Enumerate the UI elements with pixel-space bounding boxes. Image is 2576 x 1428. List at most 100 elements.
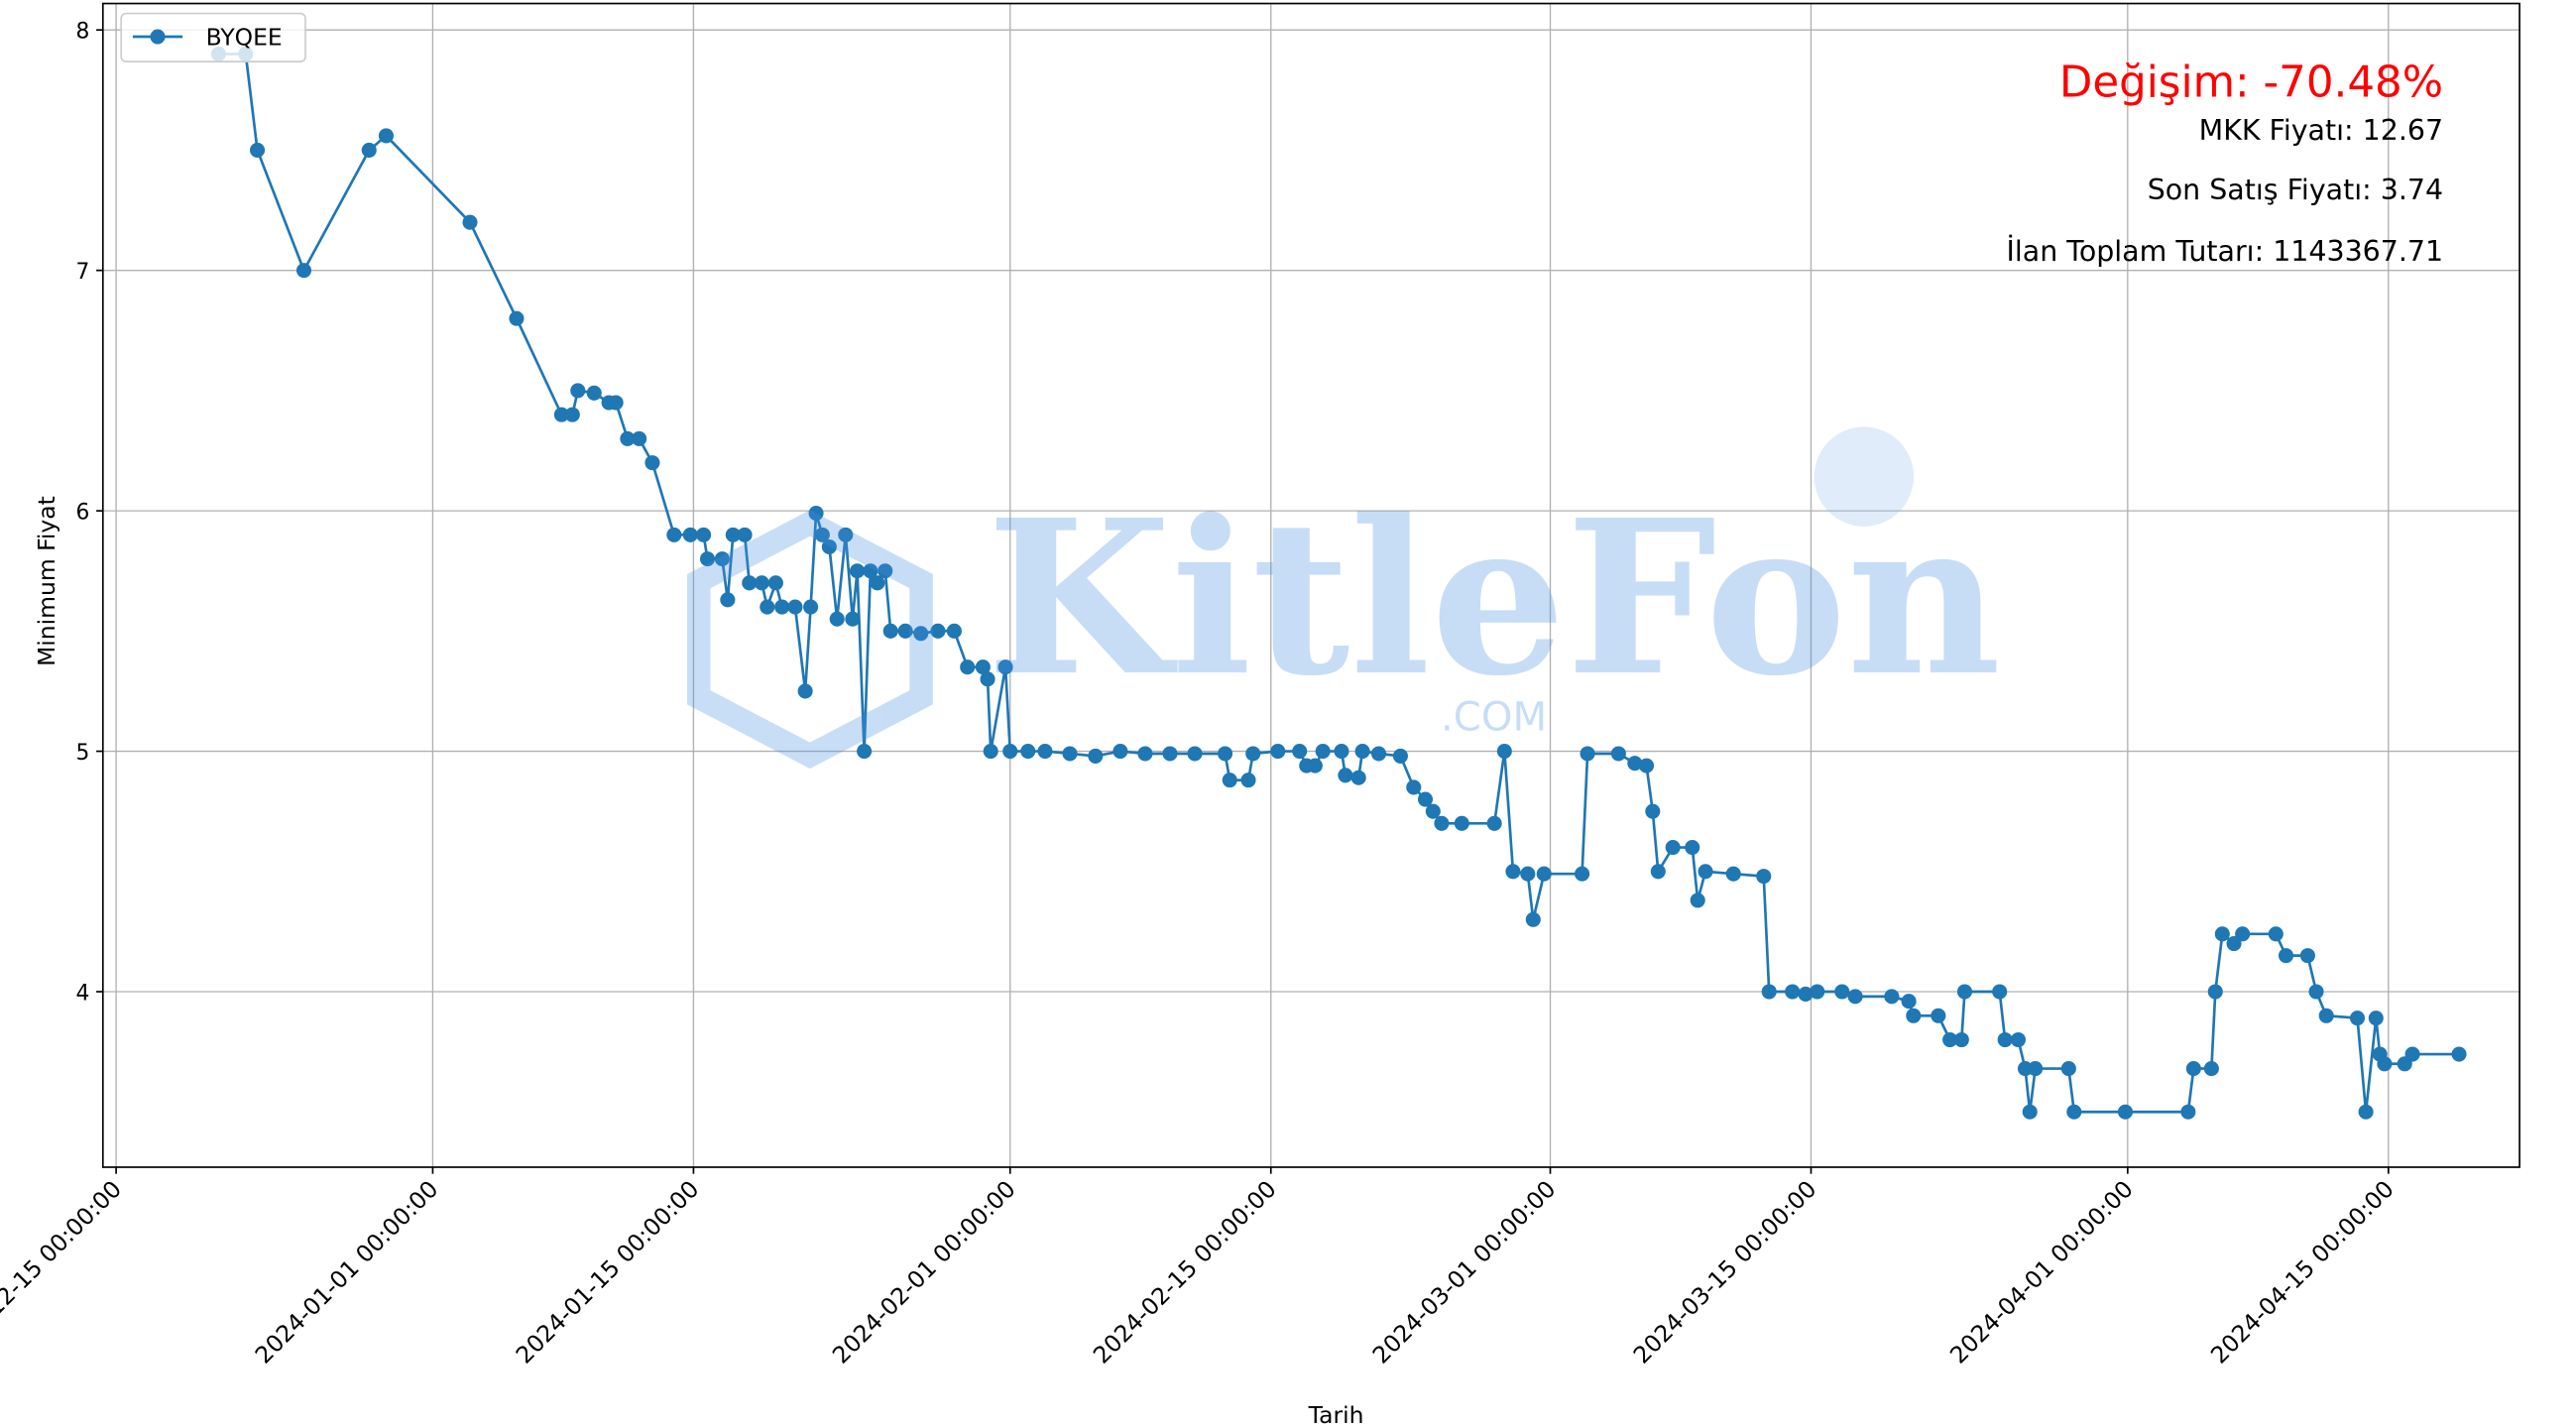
marker — [250, 142, 266, 158]
marker — [620, 430, 636, 446]
marker — [2235, 926, 2251, 942]
marker — [821, 538, 837, 555]
watermark: KitleFon .COM — [687, 426, 2001, 770]
marker — [696, 527, 712, 542]
marker — [1425, 803, 1441, 819]
marker — [462, 214, 478, 230]
marker — [1505, 864, 1521, 880]
y-axis-label: Minimum Fiyat — [33, 496, 60, 666]
marker — [742, 575, 758, 591]
marker — [1645, 803, 1661, 819]
marker — [2010, 1031, 2026, 1048]
marker — [361, 142, 377, 158]
x-tick-label: 2024-02-15 00:00:00 — [1088, 1175, 1282, 1369]
watermark-dot — [1814, 426, 1915, 527]
marker — [1187, 746, 1203, 762]
marker — [1454, 815, 1469, 831]
annotation: Değişim: -70.48% — [2059, 58, 2443, 107]
marker — [1536, 866, 1552, 882]
x-axis-label: Tarih — [1308, 1401, 1364, 1428]
marker — [1798, 986, 1814, 1002]
marker — [2180, 1104, 2196, 1120]
marker — [1665, 840, 1681, 856]
marker — [829, 611, 845, 627]
marker — [1434, 815, 1450, 831]
marker — [930, 623, 946, 639]
marker — [2268, 926, 2283, 942]
marker — [774, 599, 790, 615]
marker — [666, 527, 682, 542]
marker — [2308, 984, 2324, 1000]
x-tick-label: 2024-04-01 00:00:00 — [1944, 1175, 2139, 1369]
marker — [1997, 1031, 2013, 1048]
y-tick-label: 5 — [76, 741, 90, 766]
marker — [2318, 1008, 2334, 1023]
marker — [2060, 1061, 2076, 1077]
marker — [1575, 866, 1590, 882]
annotation: Son Satış Fiyatı: 3.74 — [2148, 174, 2443, 206]
watermark-text: KitleFon — [987, 473, 2001, 723]
annotation: İlan Toplam Tutarı: 1143367.71 — [2007, 235, 2444, 268]
marker — [1953, 1031, 1969, 1048]
marker — [797, 683, 813, 699]
marker — [1931, 1008, 1946, 1023]
y-tick-label: 7 — [76, 260, 90, 285]
x-tick-label: 2023-12-15 00:00:00 — [0, 1175, 127, 1369]
marker — [2203, 1061, 2219, 1077]
marker — [850, 563, 866, 579]
marker — [1639, 758, 1655, 774]
marker — [1725, 866, 1741, 882]
marker — [808, 505, 824, 522]
marker — [1218, 746, 1233, 762]
marker — [1992, 984, 2008, 1000]
marker — [1417, 791, 1434, 807]
legend-box — [120, 12, 306, 62]
marker — [2185, 1061, 2201, 1077]
marker — [2451, 1046, 2467, 1062]
marker — [946, 623, 962, 639]
watermark-logo — [687, 510, 933, 770]
marker — [1956, 984, 1972, 1000]
marker — [803, 599, 819, 615]
marker — [1406, 779, 1422, 795]
marker — [767, 575, 783, 591]
marker — [1847, 989, 1863, 1005]
y-tick-label: 4 — [76, 981, 90, 1006]
marker — [1834, 984, 1850, 1000]
marker — [1650, 864, 1666, 880]
marker — [1580, 746, 1595, 762]
marker — [720, 592, 736, 608]
x-tick-label: 2024-03-15 00:00:00 — [1628, 1175, 1822, 1369]
marker — [2117, 1104, 2134, 1120]
marker — [2207, 984, 2223, 1000]
marker — [1020, 744, 1036, 760]
marker — [1270, 744, 1286, 760]
marker — [2278, 948, 2294, 964]
marker — [1112, 744, 1128, 760]
marker — [1785, 984, 1801, 1000]
marker — [863, 563, 878, 579]
marker — [2349, 1011, 2366, 1026]
marker — [714, 551, 730, 567]
marker — [983, 744, 998, 760]
plot-area — [102, 3, 2520, 1167]
annotation: MKK Fiyatı: 12.67 — [2199, 114, 2443, 147]
marker — [564, 407, 580, 422]
marker — [787, 599, 803, 615]
marker — [1137, 746, 1153, 762]
marker — [1354, 744, 1370, 760]
marker — [2299, 948, 2315, 964]
marker — [1037, 744, 1053, 760]
marker — [1810, 984, 1825, 1000]
marker — [2214, 926, 2230, 942]
y-tick-label: 8 — [76, 20, 90, 45]
marker — [980, 671, 995, 687]
marker — [838, 527, 854, 542]
marker — [737, 527, 753, 542]
marker — [378, 128, 395, 144]
marker — [1240, 773, 1256, 788]
marker — [586, 385, 602, 401]
marker — [1292, 744, 1308, 760]
marker — [1392, 748, 1408, 764]
